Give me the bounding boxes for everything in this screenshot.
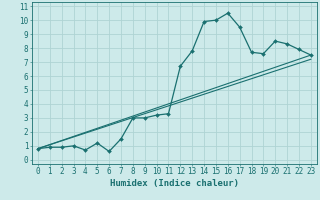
- X-axis label: Humidex (Indice chaleur): Humidex (Indice chaleur): [110, 179, 239, 188]
